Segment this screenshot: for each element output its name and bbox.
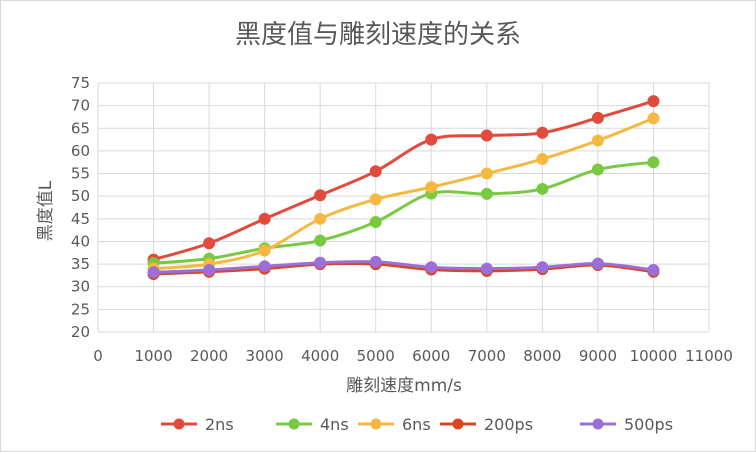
data-point-6ns — [536, 153, 549, 166]
data-point-2ns — [591, 111, 604, 124]
data-point-6ns — [591, 134, 604, 147]
x-tick-label: 5000 — [357, 347, 395, 365]
x-tick-label: 4000 — [301, 347, 339, 365]
y-tick-label: 65 — [71, 119, 90, 137]
x-tick-label: 11000 — [685, 347, 733, 365]
y-axis-title: 黑度值L — [36, 180, 56, 241]
legend-label: 4ns — [320, 415, 349, 434]
data-point-6ns — [647, 112, 660, 125]
legend-item-500ps: 500ps — [580, 415, 673, 434]
chart-title: 黑度值与雕刻速度的关系 — [235, 20, 521, 50]
x-tick-label: 1000 — [134, 347, 172, 365]
data-point-4ns — [314, 234, 327, 247]
data-point-500ps — [203, 263, 216, 276]
data-point-2ns — [647, 95, 660, 108]
y-tick-label: 20 — [71, 323, 90, 341]
y-tick-label: 60 — [71, 142, 90, 160]
series-line-2ns — [152, 99, 655, 262]
data-point-2ns — [536, 126, 549, 139]
y-tick-label: 70 — [71, 97, 90, 115]
data-point-2ns — [314, 189, 327, 202]
legend-swatch-marker — [173, 418, 185, 430]
data-point-4ns — [536, 182, 549, 195]
legend-label: 6ns — [402, 415, 431, 434]
y-tick-label: 35 — [71, 255, 90, 273]
data-point-500ps — [147, 266, 160, 279]
data-point-6ns — [369, 193, 382, 206]
y-tick-label: 25 — [71, 300, 90, 318]
legend-swatch-marker — [288, 418, 300, 430]
series-line-6ns — [152, 116, 655, 271]
data-point-4ns — [369, 215, 382, 228]
data-point-6ns — [425, 181, 438, 194]
data-point-2ns — [369, 165, 382, 178]
data-point-500ps — [425, 261, 438, 274]
legend-label: 2ns — [205, 415, 234, 434]
legend-item-6ns: 6ns — [358, 415, 431, 434]
data-point-500ps — [647, 263, 660, 276]
data-point-2ns — [425, 133, 438, 146]
x-tick-label: 6000 — [412, 347, 450, 365]
data-point-4ns — [591, 163, 604, 176]
series-6ns — [147, 112, 660, 275]
series-500ps — [147, 255, 660, 279]
data-point-6ns — [480, 167, 493, 180]
legend-label: 200ps — [484, 415, 533, 434]
x-tick-label: 8000 — [523, 347, 561, 365]
series-4ns — [147, 156, 660, 270]
data-point-6ns — [258, 244, 271, 257]
y-tick-label: 45 — [71, 210, 90, 228]
legend-item-4ns: 4ns — [276, 415, 349, 434]
data-point-6ns — [314, 212, 327, 225]
legend-item-2ns: 2ns — [161, 415, 234, 434]
y-tick-label: 50 — [71, 187, 90, 205]
legend-label: 500ps — [624, 415, 673, 434]
grid-layer — [97, 82, 710, 333]
data-point-500ps — [314, 256, 327, 269]
y-tick-label: 75 — [71, 74, 90, 92]
series-layer — [147, 95, 660, 281]
series-line-4ns — [152, 160, 655, 265]
data-point-500ps — [536, 261, 549, 274]
x-tick-label: 9000 — [579, 347, 617, 365]
data-point-500ps — [480, 262, 493, 275]
y-tick-label: 55 — [71, 165, 90, 183]
data-point-2ns — [480, 129, 493, 142]
series-line-500ps — [152, 260, 655, 274]
x-tick-label: 3000 — [246, 347, 284, 365]
data-point-2ns — [258, 212, 271, 225]
x-tick-label: 2000 — [190, 347, 228, 365]
series-line-200ps — [152, 261, 655, 276]
legend-swatch-marker — [592, 418, 604, 430]
y-tick-label: 30 — [71, 278, 90, 296]
legend: 2ns 4ns 6ns 200ps 500ps — [161, 415, 673, 434]
data-point-4ns — [480, 187, 493, 200]
x-tick-label: 10000 — [630, 347, 678, 365]
data-point-500ps — [369, 255, 382, 268]
x-tick-label: 0 — [93, 347, 103, 365]
axis-layer: 20 25 30 35 40 45 50 55 60 65 70 75 0 1000 2000 3000 400… — [71, 74, 733, 365]
data-point-500ps — [258, 260, 271, 273]
legend-item-200ps: 200ps — [440, 415, 533, 434]
y-tick-label: 40 — [71, 232, 90, 250]
legend-swatch-marker — [452, 418, 464, 430]
series-2ns — [147, 95, 660, 266]
x-tick-label: 7000 — [468, 347, 506, 365]
data-point-500ps — [591, 257, 604, 270]
data-point-4ns — [647, 156, 660, 169]
legend-swatch-marker — [370, 418, 382, 430]
x-axis-title: 雕刻速度mm/s — [346, 376, 462, 396]
data-point-2ns — [203, 237, 216, 250]
